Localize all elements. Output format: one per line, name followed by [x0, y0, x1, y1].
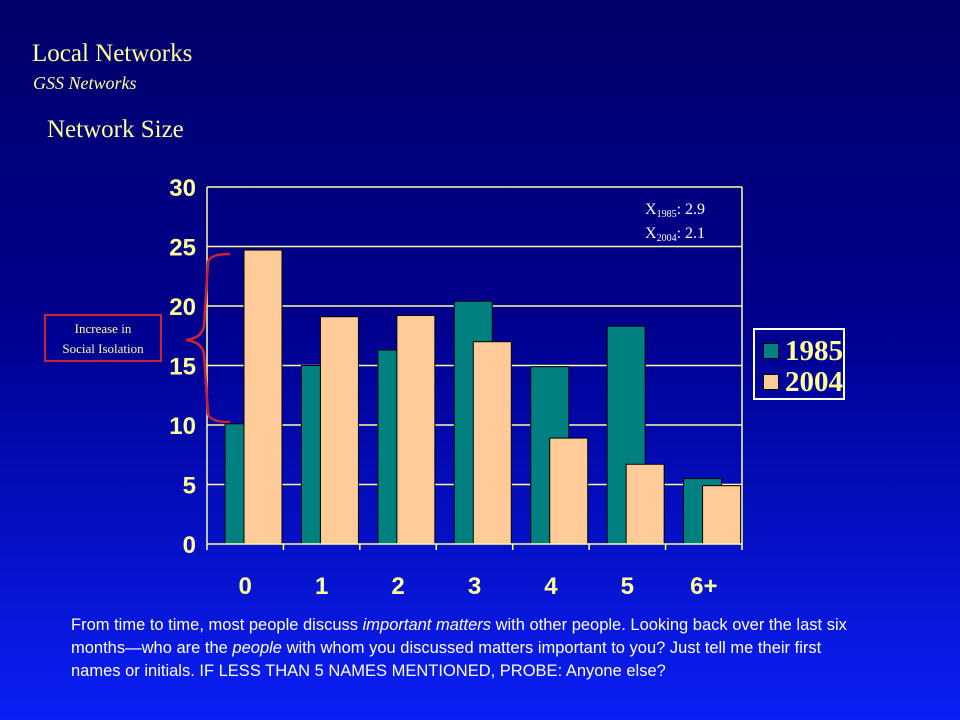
bar-2004-3 [472, 341, 512, 545]
legend-swatch-1985 [763, 343, 779, 359]
legend-item-2004: 2004 [763, 365, 843, 398]
bar-2004-2 [396, 315, 436, 545]
isolation-bracket [185, 252, 231, 424]
y-tick-label-20: 20 [169, 294, 196, 321]
x-tick-label-2: 2 [391, 573, 404, 600]
mean-2004-label: X2004: 2.1 [645, 225, 705, 244]
emphasis-people: people [232, 639, 282, 657]
bars [224, 249, 742, 545]
legend-item-1985: 1985 [763, 334, 843, 367]
page-subtitle: GSS Networks [33, 73, 137, 93]
y-tick-label-10: 10 [169, 413, 196, 440]
y-tick-label-25: 25 [169, 235, 196, 262]
x-tick-label-5: 5 [621, 573, 634, 600]
y-tick-label-30: 30 [169, 175, 196, 202]
survey-question-text: From time to time, most people discuss i… [71, 616, 847, 680]
chart-section-title: Network Size [47, 116, 184, 143]
bar-2004-1 [319, 316, 359, 545]
y-tick-label-15: 15 [169, 354, 196, 381]
mean-1985-label: X1985: 2.9 [645, 201, 705, 220]
isolation-callout: Increase in Social Isolation [44, 314, 162, 362]
emphasis-important-matters: important matters [362, 616, 491, 634]
x-tick-label-3: 3 [468, 573, 481, 600]
bar-2004-4 [549, 437, 589, 545]
legend-label-2004: 2004 [785, 365, 843, 398]
bar-2004-0 [243, 249, 283, 545]
axes [206, 187, 743, 550]
legend-swatch-2004 [763, 374, 779, 390]
y-tick-label-5: 5 [183, 473, 196, 500]
callout-line-1: Increase in [74, 321, 132, 336]
bar-2004-5 [625, 463, 665, 545]
y-tick-label-0: 0 [183, 532, 196, 559]
x-tick-label-0: 0 [239, 573, 252, 600]
chart-legend: 1985 2004 [753, 328, 845, 400]
callout-line-2: Social Isolation [62, 341, 144, 356]
x-tick-label-1: 1 [315, 573, 328, 600]
x-tick-label-4: 4 [544, 573, 558, 600]
legend-label-1985: 1985 [785, 334, 843, 367]
bar-2004-6+ [702, 485, 742, 545]
tick-labels: 0 5 10 15 20 25 30 0 1 2 3 4 5 6+ [169, 175, 717, 600]
page-title: Local Networks [32, 40, 193, 67]
x-tick-label-6+: 6+ [690, 573, 717, 600]
